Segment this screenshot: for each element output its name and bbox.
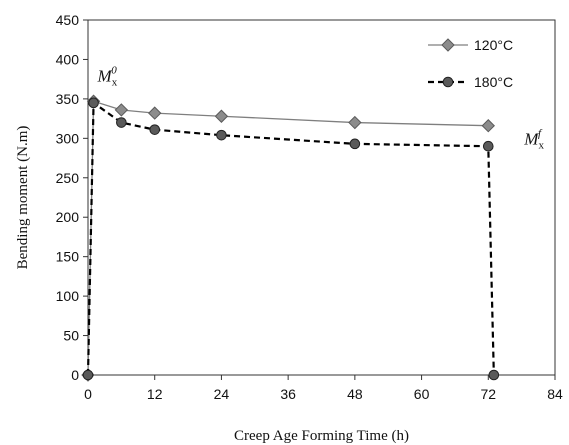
y-tick-label: 350 [56,91,80,107]
annotation-subscript: x [538,140,544,152]
data-point-0-6 [481,119,495,133]
y-tick-label: 50 [63,328,79,344]
x-tick-label: 60 [414,386,430,402]
data-point-0-4 [214,109,229,123]
y-axis-title: Bending moment (N.m) [15,126,31,270]
legend-label-0: 120°C [474,37,513,53]
annotation-base: M [523,130,539,149]
series-line-1 [86,100,495,376]
y-tick-label: 400 [56,51,80,67]
x-tick-label: 84 [547,386,563,402]
data-point-1-7 [488,369,500,381]
series-line-0 [87,100,489,376]
annotation-1: Mxf [523,128,544,152]
x-tick-label: 24 [214,386,230,402]
legend-marker-0 [441,38,455,52]
y-tick-label: 450 [56,12,80,28]
x-tick-label: 48 [347,386,363,402]
annotation-superscript: f [538,128,543,140]
data-point-1-4 [216,129,227,141]
y-tick-label: 150 [56,249,80,265]
x-axis-title: Creep Age Forming Time (h) [234,428,409,444]
legend-marker-1 [442,76,454,88]
annotation-superscript: 0 [111,64,117,76]
y-tick-label: 300 [56,130,80,146]
data-point-0-3 [148,106,162,120]
annotation-0: Mx0 [97,64,118,88]
annotation-subscript: x [112,76,118,88]
y-tick-label: 100 [56,288,80,304]
data-point-1-3 [149,124,161,135]
y-tick-label: 0 [71,367,79,383]
data-point-1-0 [82,369,94,381]
plot-frame [87,19,556,376]
x-tick-label: 0 [84,386,92,402]
data-point-1-5 [349,138,361,150]
x-tick-label: 72 [480,386,496,402]
data-point-1-1 [88,97,99,109]
legend-label-1: 180°C [474,74,513,90]
data-point-1-2 [116,117,127,128]
data-point-1-6 [482,140,494,152]
y-tick-label: 200 [56,209,80,225]
x-tick-label: 12 [147,386,163,402]
data-point-0-2 [114,103,129,117]
x-tick-label: 36 [280,386,296,402]
data-point-0-5 [348,115,362,130]
annotation-base: M [97,66,113,85]
y-tick-label: 250 [56,170,80,186]
